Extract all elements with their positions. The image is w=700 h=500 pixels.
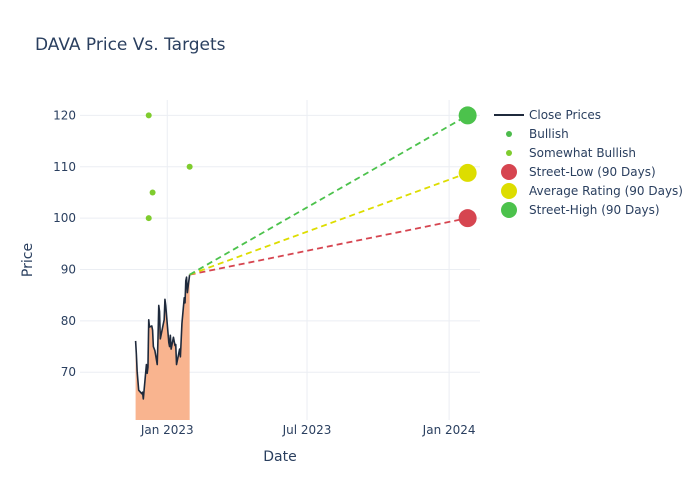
legend-swatch-target	[501, 183, 517, 199]
lines-layer	[134, 114, 469, 400]
close-price-area	[135, 274, 190, 420]
x-tick-label: Jan 2024	[422, 423, 476, 437]
legend-label: Street-High (90 Days)	[529, 203, 660, 217]
x-tick-label: Jan 2023	[140, 423, 194, 437]
markers-layer	[145, 106, 477, 228]
legend-label: Street-Low (90 Days)	[529, 165, 656, 179]
legend-swatch-target	[501, 164, 517, 180]
y-tick-label: 110	[53, 160, 76, 174]
rating-point	[186, 163, 193, 170]
y-tick-label: 70	[61, 365, 76, 379]
legend-swatch-marker	[506, 150, 512, 156]
legend-label: Close Prices	[529, 108, 601, 122]
target-point	[458, 163, 477, 182]
target-line	[189, 114, 469, 276]
target-line	[189, 217, 468, 276]
chart-title: DAVA Price Vs. Targets	[35, 35, 226, 55]
ticks-layer: 70 80 90 100 110 120 Jan 2023 Jul 2023 Jan 2024	[53, 108, 475, 437]
rating-point	[145, 112, 152, 119]
rating-point	[145, 215, 152, 222]
area-layer	[135, 274, 190, 420]
y-tick-label: 90	[61, 263, 76, 277]
x-axis-title: Date	[263, 449, 296, 465]
legend-label: Average Rating (90 Days)	[529, 184, 683, 198]
legend-swatch-marker	[506, 131, 512, 137]
legend-swatch-target	[501, 202, 517, 218]
y-axis-title: Price	[20, 243, 36, 277]
x-tick-label: Jul 2023	[282, 423, 332, 437]
target-line	[189, 172, 468, 276]
y-tick-label: 80	[61, 314, 76, 328]
grid-layer	[80, 100, 480, 420]
y-tick-label: 120	[53, 108, 76, 122]
legend-label: Bullish	[529, 127, 569, 141]
legend-label: Somewhat Bullish	[529, 146, 636, 160]
close-price-line	[134, 274, 191, 400]
y-tick-label: 100	[53, 211, 76, 225]
rating-point	[149, 189, 156, 196]
legend: Close Prices Bullish Somewhat Bullish Stree…	[494, 108, 683, 218]
target-point	[458, 106, 477, 125]
target-point	[458, 209, 477, 228]
